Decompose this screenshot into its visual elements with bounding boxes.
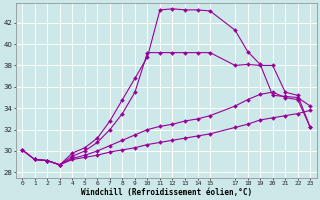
- X-axis label: Windchill (Refroidissement éolien,°C): Windchill (Refroidissement éolien,°C): [81, 188, 252, 197]
